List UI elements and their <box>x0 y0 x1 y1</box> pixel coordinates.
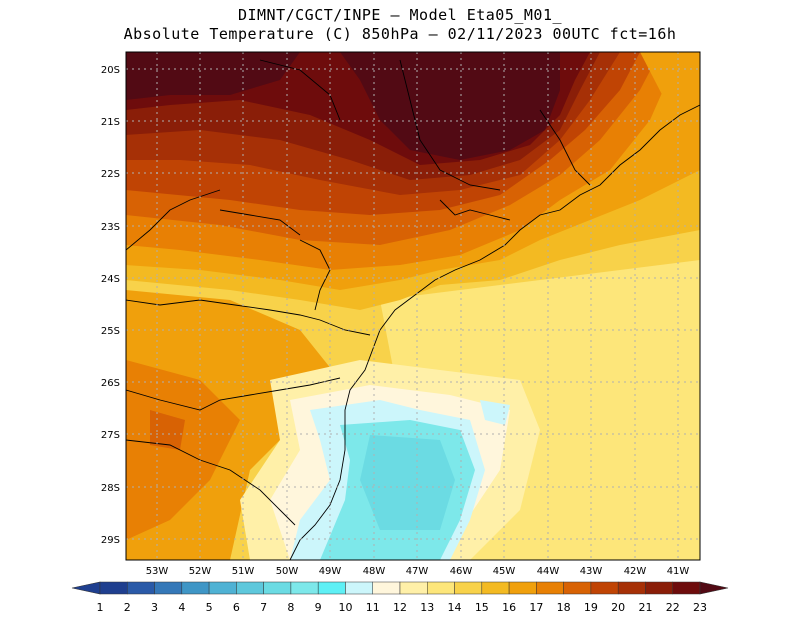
border-sp <box>219 209 301 236</box>
colorbar-label: 5 <box>206 601 213 614</box>
colorbar-label: 16 <box>502 601 516 614</box>
colorbar-swatch <box>372 581 401 595</box>
lon-axis: 53W 52W 51W 50W 49W 48W 47W 46W 45W 44W … <box>146 566 690 577</box>
colorbar-swatch <box>590 581 619 595</box>
colorbar-label: 21 <box>638 601 652 614</box>
border-rj <box>439 199 511 221</box>
colorbar-label: 20 <box>611 601 625 614</box>
field-band-23-west <box>126 52 300 100</box>
lat-label: 28S <box>101 483 120 494</box>
colorbar-label: 3 <box>151 601 158 614</box>
lon-label: 49W <box>319 566 342 577</box>
colorbar-label: 18 <box>557 601 571 614</box>
field-cold-patch <box>480 400 510 425</box>
colorbar-label: 8 <box>287 601 294 614</box>
colorbar-swatch <box>672 581 701 595</box>
colorbar-swatch <box>454 581 483 595</box>
coastline <box>289 104 700 560</box>
colorbar-swatch <box>208 581 237 595</box>
colorbar-label: 1 <box>97 601 104 614</box>
graticule <box>126 52 700 560</box>
lon-label: 45W <box>493 566 516 577</box>
border-mg-go <box>259 59 341 121</box>
colorbar-swatch <box>263 581 292 595</box>
colorbar-label: 11 <box>366 601 380 614</box>
colorbar-label: 22 <box>666 601 680 614</box>
lon-label: 50W <box>276 566 299 577</box>
lon-label: 48W <box>363 566 386 577</box>
colorbar-swatch <box>236 581 264 595</box>
colorbar-label: 14 <box>448 601 462 614</box>
border-mg-es <box>539 109 591 186</box>
field-west-warmer <box>126 360 240 540</box>
colorbar-label: 7 <box>260 601 267 614</box>
colorbar-label: 19 <box>584 601 598 614</box>
map-title-line-1: DIMNT/CGCT/INPE – Model Eta05_M01_ <box>237 6 563 24</box>
border-mg-rj <box>399 59 501 191</box>
colorbar-swatch <box>127 581 155 595</box>
lon-label: 51W <box>232 566 255 577</box>
colorbar-swatch <box>317 581 346 595</box>
colorbar-swatch <box>99 581 128 595</box>
lon-label: 42W <box>624 566 647 577</box>
border-sc-rs <box>126 377 341 411</box>
colorbar-label: 12 <box>393 601 407 614</box>
lat-label: 24S <box>101 274 120 285</box>
temperature-field <box>126 52 700 560</box>
colorbar-low-arrow <box>71 581 101 595</box>
colorbar-label: 15 <box>475 601 489 614</box>
lon-label: 44W <box>537 566 560 577</box>
lon-label: 41W <box>667 566 690 577</box>
field-coldest <box>360 435 455 530</box>
lon-label: 43W <box>580 566 603 577</box>
lat-label: 22S <box>101 169 120 180</box>
colorbar-swatch <box>563 581 592 595</box>
colorbar-label: 6 <box>233 601 240 614</box>
colorbar-label: 13 <box>420 601 434 614</box>
lat-label: 21S <box>101 117 120 128</box>
colorbar-label: 17 <box>529 601 543 614</box>
lat-label: 20S <box>101 65 120 76</box>
lat-label: 25S <box>101 326 120 337</box>
lat-label: 29S <box>101 535 120 546</box>
colorbar-swatch <box>427 581 455 595</box>
lat-axis: 20S 21S 22S 23S 24S 25S 26S 27S 28S 29S <box>101 65 120 546</box>
colorbar-swatch <box>645 581 673 595</box>
colorbar-swatch <box>345 581 373 595</box>
colorbar-swatch <box>154 581 183 595</box>
colorbar-swatch <box>481 581 510 595</box>
colorbar: 1 2 3 4 5 6 7 8 9 10 11 12 13 14 15 16 17 18 19 20 21 22 23 <box>71 581 729 614</box>
map-title-line-2: Absolute Temperature (C) 850hPa – 02/11/… <box>123 25 677 43</box>
colorbar-label: 23 <box>693 601 707 614</box>
colorbar-label: 10 <box>338 601 352 614</box>
lat-label: 23S <box>101 222 120 233</box>
border-rs <box>126 439 296 526</box>
colorbar-swatch <box>508 581 537 595</box>
coastline-borders <box>126 59 700 560</box>
colorbar-swatch <box>181 581 210 595</box>
colorbar-swatch <box>399 581 428 595</box>
field-west-patch <box>150 410 185 450</box>
lon-label: 52W <box>189 566 212 577</box>
lon-label: 46W <box>450 566 473 577</box>
lat-label: 26S <box>101 378 120 389</box>
colorbar-label: 9 <box>315 601 322 614</box>
map-frame <box>125 51 701 561</box>
lon-label: 47W <box>406 566 429 577</box>
colorbar-swatch <box>290 581 319 595</box>
border-pr-sc <box>126 299 371 336</box>
colorbar-high-arrow <box>699 581 729 595</box>
lat-label: 27S <box>101 430 120 441</box>
colorbar-label: 4 <box>178 601 185 614</box>
lon-label: 53W <box>146 566 169 577</box>
colorbar-swatch <box>617 581 646 595</box>
field-band-23 <box>340 52 560 160</box>
colorbar-label: 2 <box>124 601 131 614</box>
colorbar-swatch <box>536 581 564 595</box>
